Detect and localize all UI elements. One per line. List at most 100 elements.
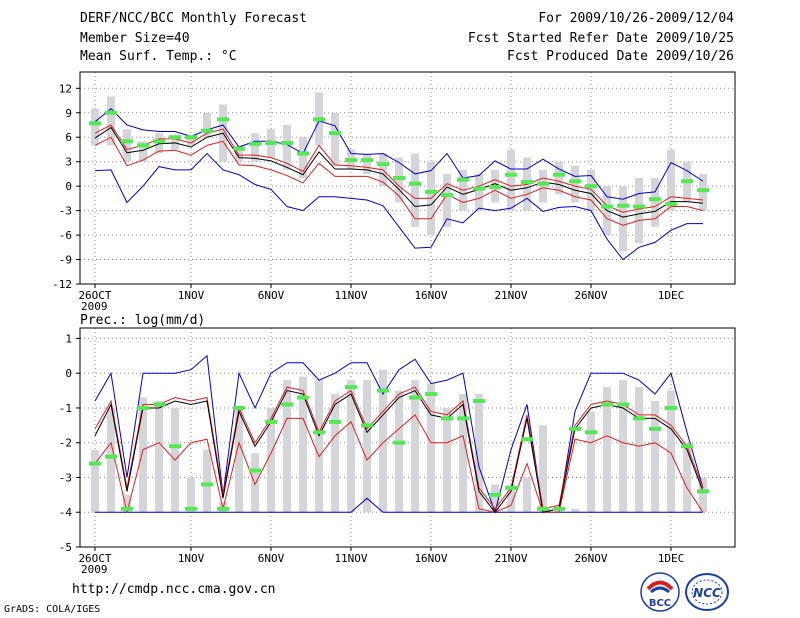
y-tick-label: -2 — [59, 437, 72, 450]
range-box — [491, 484, 499, 513]
x-tick-label: 26NOV — [574, 552, 607, 565]
mean-marker — [105, 454, 117, 459]
x-tick-label: 1NOV — [178, 289, 205, 302]
range-box — [507, 484, 515, 513]
mean-marker — [425, 189, 437, 194]
mean-marker — [185, 506, 197, 511]
mean-marker — [233, 146, 245, 151]
x-tick-label: 1DEC — [658, 289, 685, 302]
y-tick-label: -12 — [52, 278, 72, 291]
range-box — [571, 508, 579, 513]
website-link[interactable]: http://cmdp.ncc.cma.gov.cn — [72, 582, 276, 597]
mean-marker — [617, 402, 629, 407]
mean-marker — [489, 492, 501, 497]
mean-marker — [249, 141, 261, 146]
x-tick-label: 1DEC — [658, 552, 685, 565]
mean-marker — [345, 158, 357, 163]
y-tick-label: 0 — [65, 180, 72, 193]
inner-high-line — [94, 386, 704, 510]
mean-marker — [313, 430, 325, 435]
range-box — [283, 380, 291, 513]
range-box — [619, 186, 627, 252]
range-box — [667, 149, 675, 211]
y-tick-label: 6 — [65, 131, 72, 144]
mean-marker — [361, 158, 373, 163]
mean-marker — [585, 430, 597, 435]
outer-low-line — [94, 152, 703, 261]
outer-low-line — [95, 497, 703, 513]
range-box — [331, 112, 339, 166]
mean-marker — [537, 506, 549, 511]
mean-marker — [633, 204, 645, 209]
range-box — [251, 133, 259, 162]
mean-marker — [153, 139, 165, 144]
range-box — [347, 380, 355, 513]
mean-marker — [393, 176, 405, 180]
mean-marker — [185, 135, 197, 140]
range-box — [395, 390, 403, 513]
mean-marker — [217, 506, 229, 511]
mean-marker — [457, 416, 469, 421]
mean-marker — [361, 423, 373, 428]
range-box — [267, 407, 275, 513]
range-box — [395, 157, 403, 203]
mean-marker — [393, 440, 405, 445]
range-box — [571, 165, 579, 203]
range-box — [443, 173, 451, 227]
mean-marker — [105, 110, 117, 115]
range-box — [587, 411, 595, 513]
mean-marker — [377, 388, 389, 393]
range-box — [699, 477, 707, 513]
mean-marker — [681, 444, 693, 449]
mean-marker — [233, 405, 245, 410]
mean-marker — [281, 402, 293, 407]
x-tick-label: 11NOV — [334, 289, 367, 302]
range-box — [315, 380, 323, 513]
range-box — [555, 161, 563, 195]
mean-marker — [521, 180, 533, 185]
mean-marker — [329, 419, 341, 424]
mean-marker — [249, 468, 261, 473]
range-box — [683, 442, 691, 513]
mean-marker — [601, 204, 613, 209]
range-box — [363, 380, 371, 513]
y-tick-label: -1 — [59, 402, 72, 415]
range-box — [539, 169, 547, 203]
range-box — [299, 376, 307, 513]
range-box — [459, 394, 467, 513]
mean-marker — [521, 437, 533, 442]
mean-marker — [553, 506, 565, 511]
mean-marker — [409, 395, 421, 400]
range-box — [235, 407, 243, 513]
mean-marker — [441, 416, 453, 421]
range-box — [635, 387, 643, 513]
range-box — [91, 108, 99, 146]
y-tick-label: 1 — [65, 332, 72, 345]
bcc-logo: BCC — [640, 572, 680, 612]
mean-marker — [601, 402, 613, 407]
mean-marker — [649, 426, 661, 431]
mean-marker — [569, 179, 581, 184]
mean-marker — [329, 131, 341, 136]
range-box — [235, 145, 243, 162]
range-box — [699, 173, 707, 211]
mean-marker — [377, 162, 389, 167]
grads-credit: GrADS: COLA/IGES — [4, 604, 101, 615]
range-box — [619, 380, 627, 513]
mean-marker — [569, 426, 581, 431]
mean-marker — [633, 416, 645, 421]
mean-marker — [585, 184, 597, 189]
x-tick-label: 26OCT — [78, 552, 111, 565]
mean-marker — [617, 203, 629, 208]
range-box — [443, 407, 451, 513]
y-tick-label: 0 — [65, 367, 72, 380]
range-box — [539, 425, 547, 513]
member-size: Member Size=40 — [80, 31, 190, 46]
range-box — [363, 153, 371, 174]
mean-marker — [681, 179, 693, 184]
mean-marker — [473, 399, 485, 403]
mean-marker — [473, 186, 485, 191]
range-box — [123, 129, 131, 162]
y-tick-label: 12 — [59, 82, 72, 95]
